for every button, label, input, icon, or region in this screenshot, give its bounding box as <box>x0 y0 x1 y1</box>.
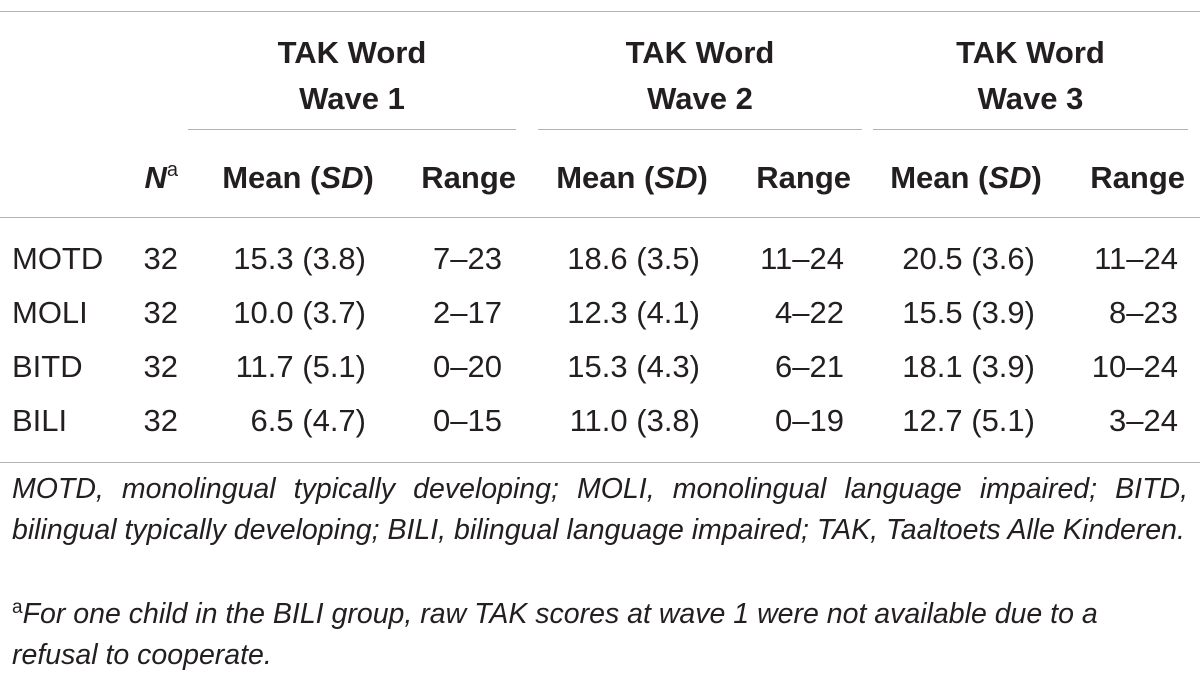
cell-range-wave-2: 6–21 <box>775 349 844 384</box>
cell-range-wave-3: 11–24 <box>1094 241 1178 276</box>
cell-mean-wave-2: 15.3 (4.3) <box>567 349 700 384</box>
cell-mean-wave-1: 11.7 (5.1) <box>235 349 366 384</box>
cell-range-wave-1: 2–17 <box>433 295 502 330</box>
cell-range-wave-2: 4–22 <box>775 295 844 330</box>
sd-label: SD <box>988 160 1032 195</box>
footnote-a: aFor one child in the BILI group, raw TA… <box>12 594 1188 676</box>
bottom-rule <box>0 462 1200 463</box>
cell-range-wave-2: 0–19 <box>775 403 844 438</box>
n-footnote-mark: a <box>166 159 178 181</box>
row-n: 32 <box>143 403 178 438</box>
cell-mean-wave-2: 12.3 (4.1) <box>567 295 700 330</box>
column-header-range-wave-3: Range <box>1090 160 1185 195</box>
cell-mean-wave-1: 15.3 (3.8) <box>233 241 366 276</box>
column-header-n: Na <box>110 160 178 196</box>
group-header-wave-3: TAK Word Wave 3 <box>873 30 1188 122</box>
cell-range-wave-3: 3–24 <box>1109 403 1178 438</box>
cell-range-wave-1: 0–15 <box>433 403 502 438</box>
header-rule <box>0 217 1200 218</box>
group-header-wave-2: TAK Word Wave 2 <box>538 30 862 122</box>
cell-mean-wave-3: 20.5 (3.6) <box>902 241 1035 276</box>
cell-range-wave-1: 0–20 <box>433 349 502 384</box>
group-header-line1: TAK Word <box>625 35 775 70</box>
mean-label-close: ) <box>697 160 708 195</box>
abbreviations-note: MOTD, monolingual typically developing; … <box>12 473 1188 546</box>
cell-range-wave-2: 11–24 <box>760 241 844 276</box>
row-label: BILI <box>12 403 68 438</box>
group-header-line2: Wave 3 <box>977 81 1084 116</box>
row-n: 32 <box>143 349 178 384</box>
row-label: BITD <box>12 349 83 384</box>
column-header-mean-wave-2: Mean (SD) <box>532 160 732 196</box>
column-header-mean-wave-3: Mean (SD) <box>866 160 1066 196</box>
cell-mean-wave-2: 11.0 (3.8) <box>569 403 700 438</box>
cell-range-wave-1: 7–23 <box>433 241 502 276</box>
mean-label-close: ) <box>1031 160 1042 195</box>
group-header-wave-1: TAK Word Wave 1 <box>188 30 516 122</box>
footnote-a-text: For one child in the BILI group, raw TAK… <box>12 598 1098 671</box>
row-n: 32 <box>143 295 178 330</box>
mean-label: Mean ( <box>222 160 321 195</box>
group-header-line1: TAK Word <box>956 35 1105 70</box>
column-header-mean-wave-1: Mean (SD) <box>198 160 398 196</box>
row-label: MOLI <box>12 295 88 330</box>
cell-mean-wave-2: 18.6 (3.5) <box>567 241 700 276</box>
sd-label: SD <box>654 160 698 195</box>
cell-mean-wave-3: 15.5 (3.9) <box>902 295 1035 330</box>
cell-range-wave-3: 10–24 <box>1091 349 1178 384</box>
cell-mean-wave-3: 12.7 (5.1) <box>902 403 1035 438</box>
footnote-a-mark: a <box>12 597 23 618</box>
cell-mean-wave-3: 18.1 (3.9) <box>902 349 1035 384</box>
group-rule-wave-2 <box>538 129 862 130</box>
group-header-line1: TAK Word <box>277 35 427 70</box>
column-header-range-wave-2: Range <box>756 160 851 195</box>
cell-mean-wave-1: 6.5 (4.7) <box>250 403 366 438</box>
mean-label-close: ) <box>363 160 374 195</box>
sd-label: SD <box>320 160 364 195</box>
group-header-line2: Wave 1 <box>299 81 405 116</box>
group-rule-wave-3 <box>873 129 1188 130</box>
group-header-line2: Wave 2 <box>647 81 753 116</box>
row-n: 32 <box>143 241 178 276</box>
cell-mean-wave-1: 10.0 (3.7) <box>233 295 366 330</box>
row-label: MOTD <box>12 241 104 276</box>
n-label: N <box>144 160 167 195</box>
mean-label: Mean ( <box>556 160 655 195</box>
cell-range-wave-3: 8–23 <box>1109 295 1178 330</box>
top-rule <box>0 11 1200 12</box>
column-header-range-wave-1: Range <box>421 160 516 195</box>
mean-label: Mean ( <box>890 160 989 195</box>
group-rule-wave-1 <box>188 129 516 130</box>
